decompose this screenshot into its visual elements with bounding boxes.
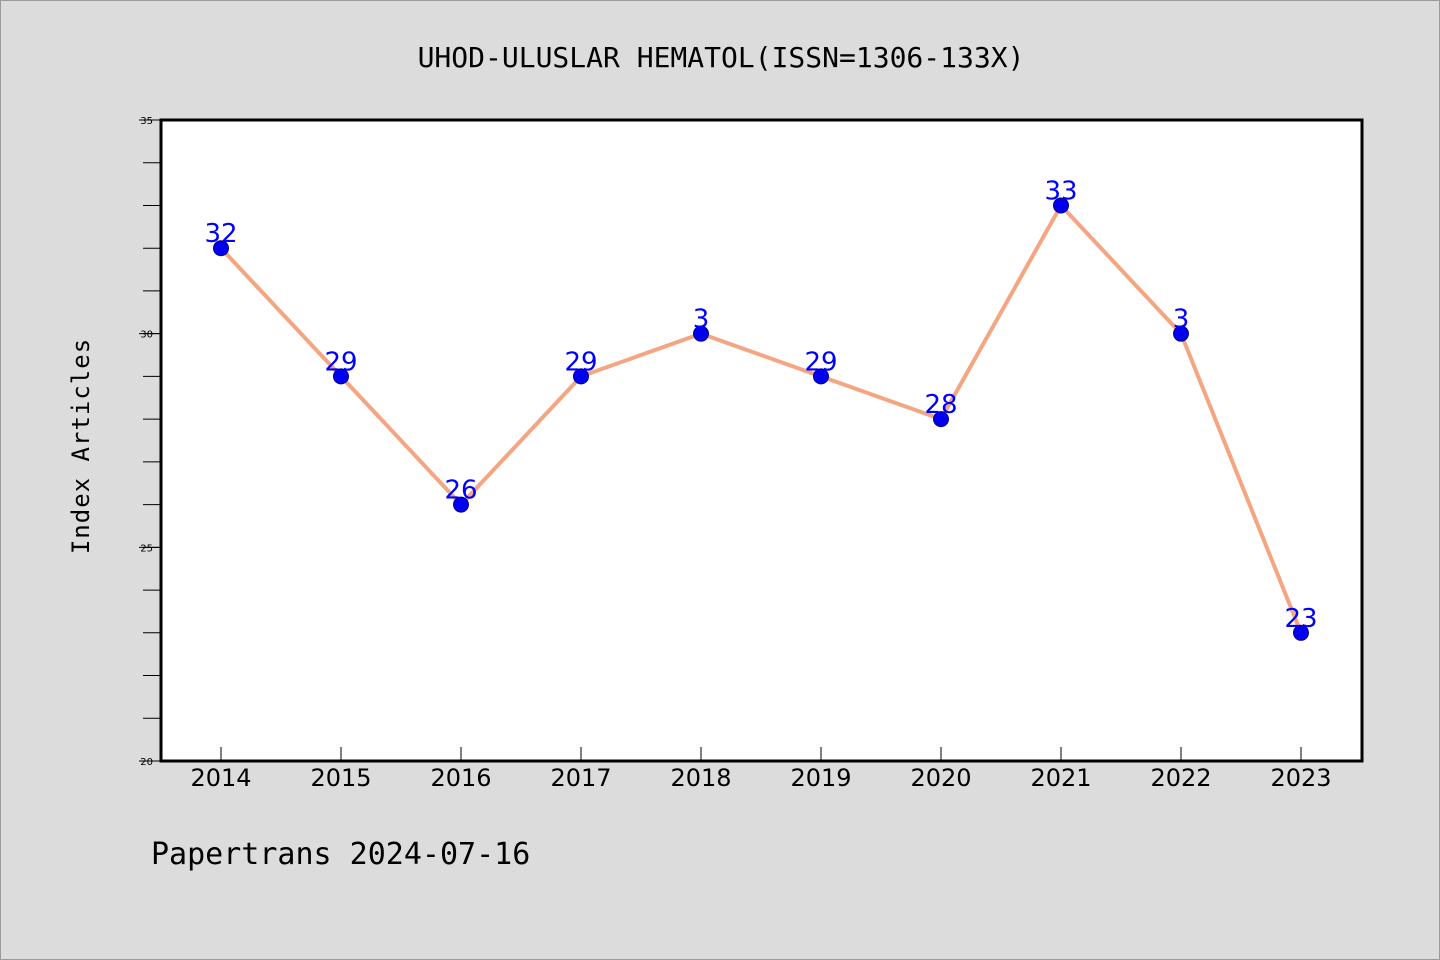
data-label: 3: [693, 305, 710, 335]
data-label: 29: [324, 347, 357, 377]
y-tick-label: 35: [140, 116, 153, 127]
x-tick-label: 2016: [430, 764, 491, 792]
x-tick-label: 2019: [790, 764, 851, 792]
data-point: [573, 368, 589, 385]
x-tick-label: 2021: [1030, 764, 1091, 792]
data-point: [693, 325, 709, 342]
data-point: [1293, 624, 1309, 641]
data-label: 28: [924, 390, 957, 420]
x-tick-label: 2020: [910, 764, 971, 792]
y-tick-label: 30: [140, 330, 153, 341]
x-tick-label: 2022: [1150, 764, 1211, 792]
plot-frame: [159, 118, 1364, 763]
data-label: 29: [804, 347, 837, 377]
series-line: [219, 203, 1303, 634]
data-label: 29: [564, 347, 597, 377]
y-axis-ticks: 20 25 30 35: [139, 116, 161, 768]
y-tick-label: 25: [140, 543, 153, 554]
data-label: 32: [204, 219, 237, 249]
data-point: [213, 240, 229, 257]
data-point: [1053, 197, 1069, 214]
data-point: [813, 368, 829, 385]
data-label: 23: [1284, 604, 1317, 634]
chart-title: UHOD-ULUSLAR HEMATOL(ISSN=1306-133X): [418, 41, 1025, 74]
series-markers: [213, 197, 1309, 641]
data-label: 33: [1044, 176, 1077, 206]
x-tick-label: 2014: [190, 764, 251, 792]
plot-area: [161, 120, 1362, 761]
data-point: [1173, 325, 1189, 342]
data-point: [333, 368, 349, 385]
y-minor-ticks: [143, 119, 161, 762]
data-label: 3: [1173, 305, 1190, 335]
x-tick-label: 2017: [550, 764, 611, 792]
data-point: [933, 411, 949, 428]
x-tick-label: 2018: [670, 764, 731, 792]
data-label: 26: [444, 476, 477, 506]
data-point: [453, 496, 469, 513]
x-tick-label: 2023: [1270, 764, 1331, 792]
y-axis-label: Index Articles: [67, 338, 95, 554]
y-tick-label: 20: [140, 757, 153, 768]
footer-credit: Papertrans 2024-07-16: [151, 837, 530, 872]
x-axis-ticks: 2014 2015 2016 2017 2018 2019 2020 2021 2022 2023: [190, 747, 1332, 792]
x-tick-label: 2015: [310, 764, 371, 792]
